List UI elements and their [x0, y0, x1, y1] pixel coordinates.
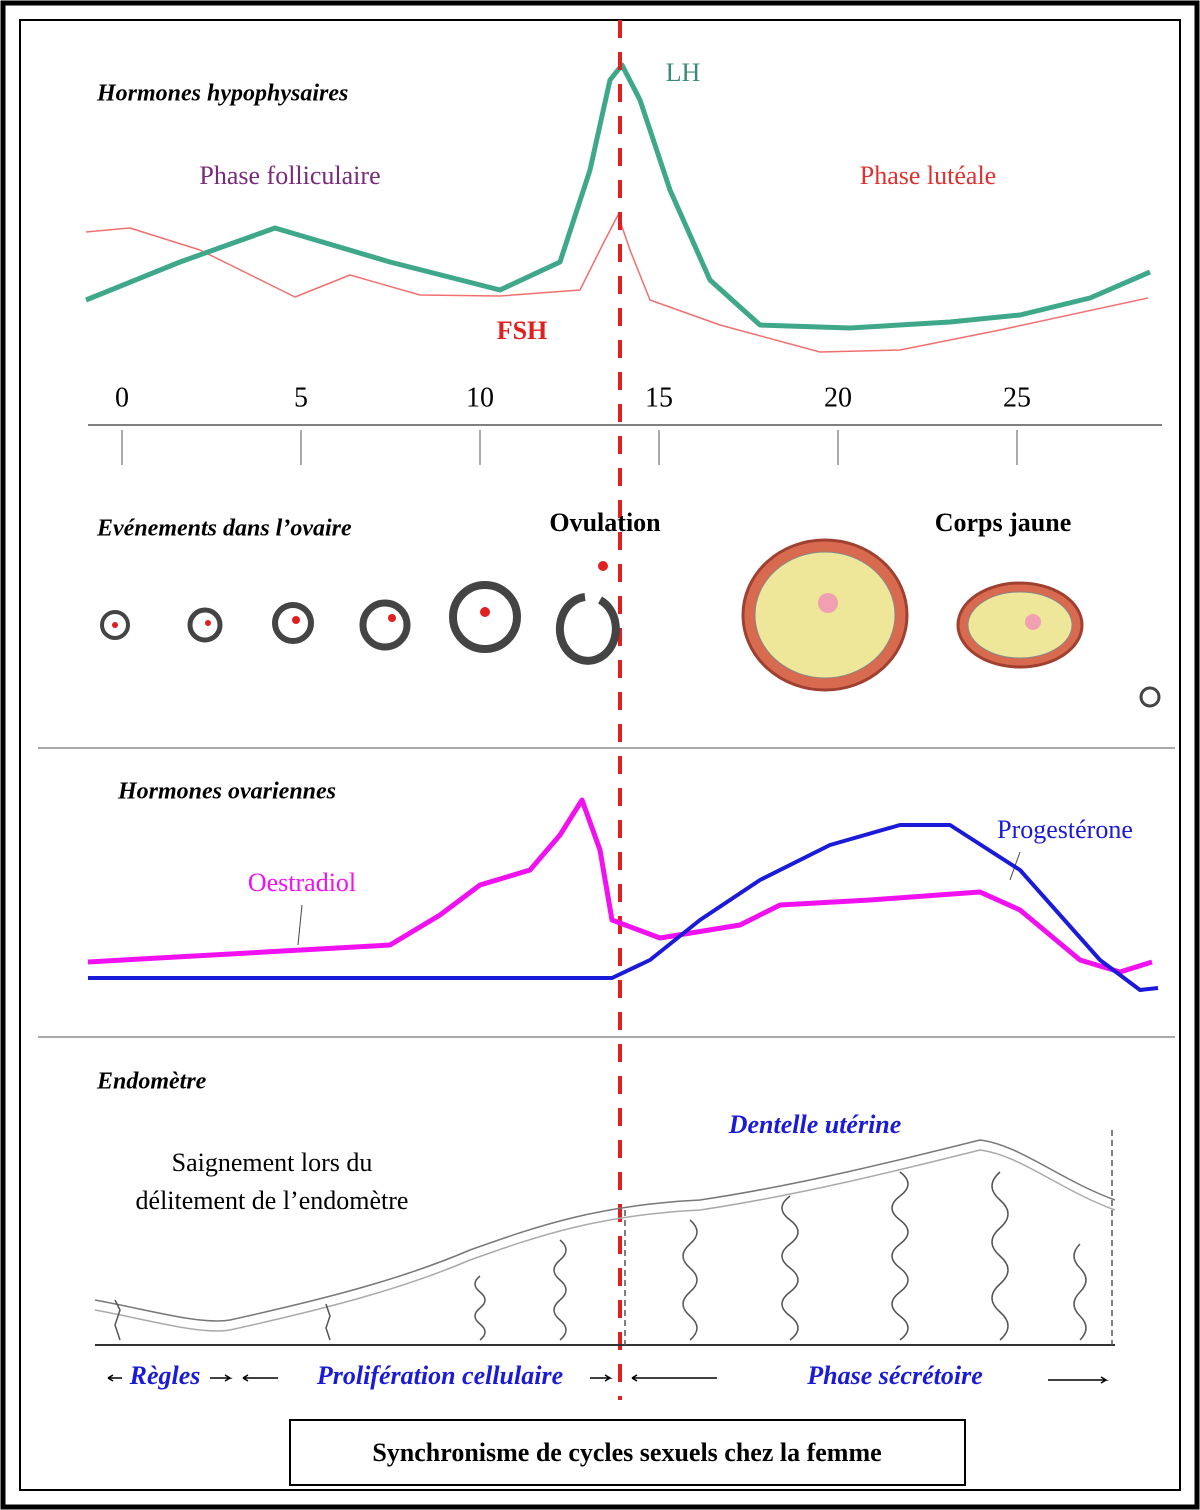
corpus-luteum-core: [754, 551, 896, 679]
arrow: [1048, 1376, 1109, 1384]
section-title: Hormones ovariennes: [117, 779, 336, 805]
note: Saignement lors du: [172, 1148, 373, 1177]
lh-curve: [85, 62, 1151, 331]
corpus-luteum-center: [818, 593, 838, 613]
follicle: [187, 607, 223, 643]
oestradiol-curve: [87, 797, 1153, 975]
follicle: [359, 599, 411, 651]
arrow: [590, 1374, 613, 1382]
caption: Synchronisme de cycles sexuels chez la f…: [372, 1438, 881, 1467]
ovary-label: Ovulation: [549, 508, 661, 537]
caption-box: [289, 1419, 966, 1486]
section-title: Endomètre: [96, 1069, 207, 1095]
oocyte: [292, 616, 300, 624]
arrow: [210, 1374, 233, 1382]
day-tick-label: 5: [294, 382, 308, 413]
oocyte: [598, 561, 608, 571]
arrow: [242, 1374, 278, 1382]
gland: [474, 1275, 486, 1341]
gland: [682, 1219, 698, 1341]
ovary-label: Corps jaune: [935, 508, 1072, 537]
phase-label: Phase sécrétoire: [806, 1361, 982, 1390]
red-dots: [112, 561, 608, 628]
oocyte: [112, 622, 118, 628]
day-tick-label: 25: [1003, 382, 1031, 413]
curve-label: Oestradiol: [248, 868, 356, 897]
gland: [114, 1299, 121, 1341]
oocyte: [205, 620, 211, 626]
phase-label: Phase lutéale: [860, 161, 996, 190]
corpus-luteum-center: [1025, 614, 1041, 630]
surface: [94, 1139, 1116, 1322]
gland: [325, 1303, 331, 1341]
leader: [297, 904, 303, 946]
phase-label: Phase folliculaire: [199, 161, 380, 190]
day-ticks: 0 5 10 15 20 25: [115, 382, 1031, 465]
gland: [553, 1239, 567, 1341]
day-tick-label: 15: [645, 382, 673, 413]
section-title: Evénements dans l’ovaire: [96, 516, 352, 542]
phase-arrows: [107, 1374, 1109, 1384]
inner-frame: [19, 19, 1181, 1491]
endometrium-drawing: [94, 1130, 1116, 1346]
fsh-curve: [85, 214, 1149, 353]
arrow: [631, 1374, 717, 1382]
note: délitement de l’endomètre: [136, 1186, 409, 1215]
follicle: [1139, 686, 1161, 708]
ruptured-follicle: [555, 593, 620, 665]
curve-label: LH: [666, 58, 701, 87]
gland: [891, 1171, 909, 1341]
surface-inner: [94, 1149, 1116, 1332]
lace-label: Dentelle utérine: [728, 1110, 902, 1139]
gland: [1073, 1243, 1087, 1341]
day-tick-label: 10: [466, 382, 494, 413]
section-title: Hormones hypophysaires: [96, 81, 348, 107]
curve-label: FSH: [497, 316, 548, 345]
follicle: [272, 602, 314, 644]
follicles: [100, 581, 1161, 708]
corpus-luteum-core: [967, 591, 1073, 659]
gland: [991, 1171, 1009, 1341]
oocyte: [388, 614, 396, 622]
day-tick-label: 0: [115, 382, 129, 413]
progesterone-curve: [88, 823, 1159, 992]
phase-label: Prolifération cellulaire: [316, 1361, 563, 1390]
follicle: [100, 610, 130, 640]
follicle: [449, 581, 521, 653]
phase-label: Règles: [129, 1361, 201, 1390]
curve-label: Progestérone: [997, 815, 1133, 844]
oocyte: [480, 607, 490, 617]
gland: [781, 1195, 799, 1341]
day-tick-label: 20: [824, 382, 852, 413]
arrow: [107, 1374, 122, 1382]
